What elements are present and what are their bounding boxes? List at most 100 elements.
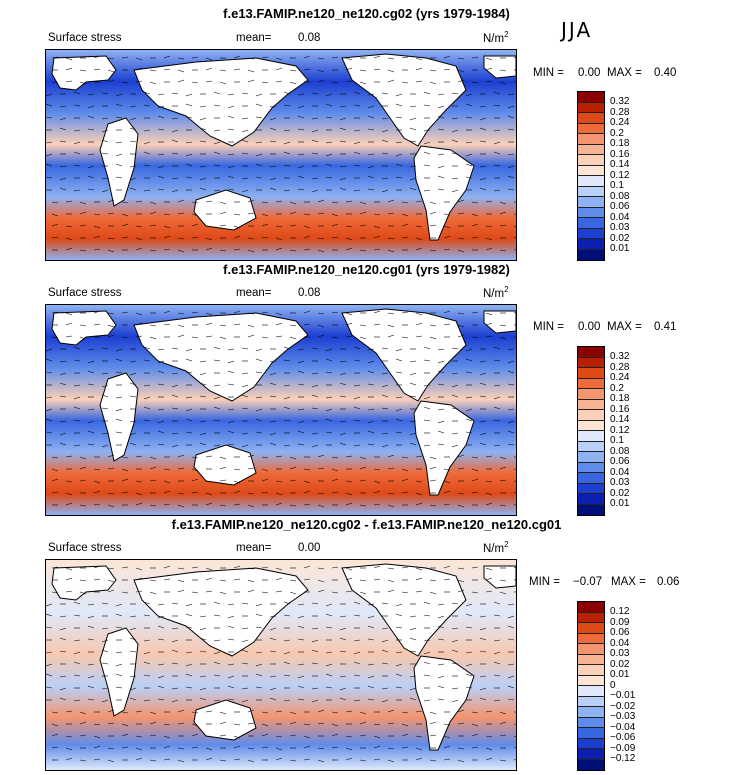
panel1-units: N/m2 [483,30,509,45]
colorbar-swatch [578,347,604,358]
colorbar-swatch [578,749,604,760]
colorbar-swatch [578,717,604,728]
colorbar-tick-label: 0.06 [610,456,630,467]
colorbar-swatch [578,420,604,431]
colorbar-swatch [578,197,604,208]
colorbar-tick-label: 0.03 [610,648,630,659]
colorbar-swatch [578,504,604,515]
colorbar-tick-label: −0.09 [610,742,636,754]
colorbar-tick-label: 0.32 [610,351,630,362]
colorbar-tick-label: −0.06 [610,732,636,743]
panel1-max-label: MAX = [607,67,642,79]
panel2-max-value: 0.41 [654,321,677,333]
colorbar-swatch [578,113,604,124]
colorbar-swatch [578,176,604,187]
panel3-mean-value: 0.00 [298,542,321,554]
panel2-units: N/m2 [483,285,509,300]
colorbar-swatch [578,368,604,379]
colorbar-tick-label: 0 [610,679,616,691]
colorbar-swatch [578,644,604,655]
colorbar-swatch [578,155,604,166]
colorbar-tick-label: 0.14 [610,414,630,425]
colorbar-tick-label: 0.18 [610,138,630,149]
colorbar-swatch [578,654,604,665]
colorbar-swatch [578,602,604,613]
panel1-colorbar [577,91,605,261]
panel2-min-value: 0.00 [578,321,601,333]
colorbar-tick-label: 0.24 [610,117,630,128]
colorbar-swatch [578,207,604,218]
colorbar-swatch [578,431,604,442]
colorbar-tick-label: 0.16 [610,403,630,415]
colorbar-tick-label: 0.1 [610,435,624,446]
colorbar-swatch [578,728,604,739]
colorbar-swatch [578,686,604,697]
colorbar-swatch [578,473,604,484]
panel3-title: f.e13.FAMIP.ne120_ne120.cg02 - f.e13.FAM… [171,517,562,532]
panel1-max-value: 0.40 [654,67,677,79]
colorbar-tick-label: 0.01 [610,669,630,680]
colorbar-swatch [578,144,604,155]
panel3-variable: Surface stress [48,542,122,554]
panel3-colorbar [577,601,605,771]
colorbar-tick-label: 0.01 [610,498,630,509]
colorbar-swatch [578,218,604,229]
colorbar-swatch [578,165,604,176]
panel1-map [45,49,517,261]
colorbar-tick-label: −0.02 [610,700,636,712]
colorbar-swatch [578,357,604,368]
colorbar-tick-label: 0.18 [610,393,630,404]
panel3-min-label: MIN = [529,576,560,588]
colorbar-tick-label: −0.12 [610,753,636,764]
colorbar-tick-label: 0.04 [610,637,630,649]
colorbar-tick-label: 0.06 [610,627,630,638]
colorbar-tick-label: 0.03 [610,222,630,233]
colorbar-swatch [578,399,604,410]
colorbar-tick-label: 0.08 [610,190,630,202]
colorbar-swatch [578,134,604,145]
panel2-max-label: MAX = [607,321,642,333]
colorbar-tick-label: −0.04 [610,721,636,733]
panel1-mean-value: 0.08 [298,32,321,44]
colorbar-swatch [578,633,604,644]
colorbar-tick-label: 0.14 [610,159,630,170]
panel1-variable: Surface stress [48,32,122,44]
panel1-min-label: MIN = [533,67,564,79]
panel3-units: N/m2 [483,540,509,555]
colorbar-swatch [578,462,604,473]
colorbar-swatch [578,389,604,400]
colorbar-tick-label: 0.02 [610,232,630,244]
colorbar-swatch [578,623,604,634]
colorbar-swatch [578,123,604,134]
colorbar-tick-label: 0.12 [610,169,630,181]
colorbar-tick-label: −0.03 [610,711,636,722]
colorbar-tick-label: 0.03 [610,477,630,488]
colorbar-swatch [578,696,604,707]
colorbar-tick-label: 0.28 [610,106,630,118]
colorbar-tick-label: 0.1 [610,180,624,191]
colorbar-tick-label: 0.04 [610,466,630,478]
colorbar-tick-label: 0.02 [610,658,630,670]
colorbar-swatch [578,612,604,623]
colorbar-tick-label: 0.01 [610,243,630,254]
colorbar-swatch [578,483,604,494]
panel2-colorbar [577,346,605,516]
panel2-variable: Surface stress [48,287,122,299]
panel2-mean-value: 0.08 [298,287,321,299]
panel2-min-label: MIN = [533,321,564,333]
colorbar-tick-label: 0.06 [610,201,630,212]
colorbar-tick-label: 0.12 [610,606,630,617]
colorbar-tick-label: 0.08 [610,445,630,457]
colorbar-swatch [578,92,604,103]
season-label: JJA [561,18,593,42]
colorbar-tick-label: 0.32 [610,96,630,107]
colorbar-tick-label: 0.12 [610,424,630,436]
panel3-min-value: −0.07 [573,576,603,588]
panel3-mean-label: mean= [236,542,272,554]
colorbar-tick-label: 0.04 [610,211,630,223]
colorbar-tick-label: 0.24 [610,372,630,383]
panel3-map [45,559,517,771]
colorbar-swatch [578,494,604,505]
colorbar-swatch [578,378,604,389]
colorbar-tick-label: 0.2 [610,382,624,394]
